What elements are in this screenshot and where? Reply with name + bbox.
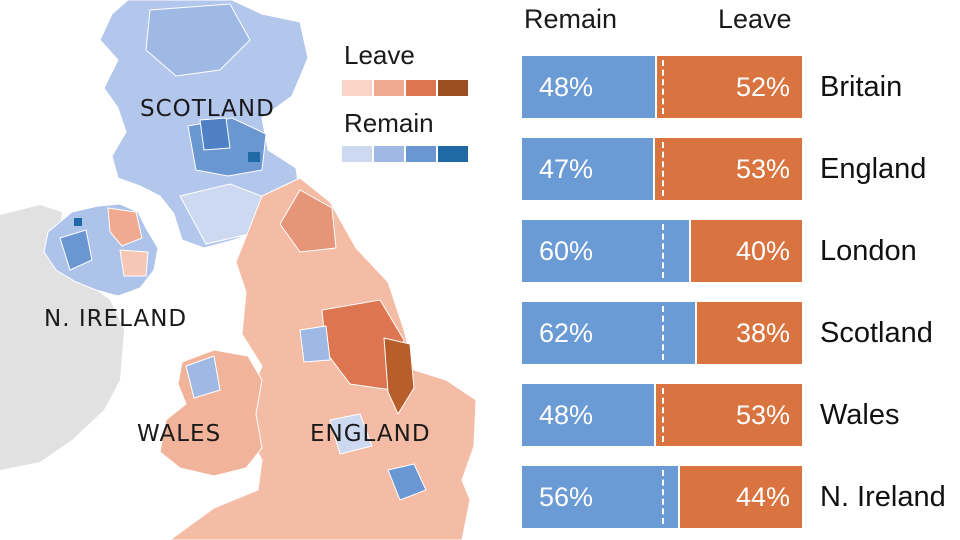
category-label: Britain (820, 71, 903, 103)
england-label: ENGLAND (310, 421, 431, 447)
leave-segment (680, 466, 802, 528)
england-remain-patch (299, 325, 331, 363)
remain-percent-label: 60% (539, 236, 594, 266)
results-bar-chart: Remain Leave 48% 52% Britain 47% 53% England 6… (500, 0, 960, 540)
category-label: Wales (820, 399, 900, 431)
referendum-map-panel: SCOTLAND N. IRELAND WALES ENGLAND Leave … (0, 0, 477, 540)
bar-row: 48% 52% Britain (522, 56, 960, 118)
bar-row: 48% 53% Wales (522, 384, 960, 446)
fifty-percent-line (662, 142, 664, 196)
england-remain-patch-2 (329, 413, 373, 455)
legend-leave-title: Leave (344, 40, 415, 70)
leave-percent-label: 38% (735, 318, 790, 348)
remain-swatch (406, 146, 436, 162)
remain-swatch (438, 146, 468, 162)
remain-segment (522, 466, 678, 528)
legend-remain-title: Remain (344, 108, 434, 138)
leave-segment (655, 138, 802, 200)
remain-segment (522, 56, 655, 118)
remain-swatch (342, 146, 372, 162)
wales-label: WALES (137, 421, 222, 447)
leave-segment (697, 302, 802, 364)
remain-percent-label: 48% (539, 72, 594, 102)
edinburgh-marker (248, 152, 260, 162)
leave-swatch (438, 80, 468, 96)
stacked-bar: 48% 53% (522, 384, 802, 446)
leave-percent-label: 52% (735, 72, 790, 102)
category-label: England (820, 153, 927, 185)
remain-segment (522, 384, 654, 446)
bar-row: 56% 44% N. Ireland (522, 466, 960, 528)
wales-shape (159, 349, 263, 477)
n-ireland-label: N. IRELAND (44, 306, 188, 332)
stacked-bar: 47% 53% (522, 138, 802, 200)
remain-segment (522, 138, 653, 200)
category-label: Scotland (820, 317, 933, 349)
fifty-percent-line (662, 224, 664, 278)
legend-remain-scale (342, 146, 468, 162)
remain-percent-label: 56% (539, 482, 594, 512)
scotland-highlands (145, 3, 251, 77)
leave-segment (656, 384, 802, 446)
n-ireland-remain-patch (59, 229, 93, 271)
remain-segment (522, 302, 695, 364)
stacked-bar: 56% 44% (522, 466, 802, 528)
category-label: N. Ireland (820, 481, 946, 513)
fifty-percent-line (662, 306, 664, 360)
remain-segment (522, 220, 689, 282)
remain-percent-label: 48% (539, 400, 594, 430)
fifty-percent-line (662, 470, 664, 524)
bar-row: 62% 38% Scotland (522, 302, 960, 364)
remain-column-header: Remain (524, 4, 618, 34)
stacked-bar: 60% 40% (522, 220, 802, 282)
leave-percent-label: 40% (735, 236, 790, 266)
leave-swatch (374, 80, 404, 96)
legend-leave-scale (342, 80, 468, 96)
category-label: London (820, 235, 917, 267)
fifty-percent-line (662, 60, 664, 114)
lincolnshire-strong-leave (383, 337, 415, 416)
leave-percent-label: 44% (735, 482, 790, 512)
leave-column-header: Leave (718, 4, 792, 34)
bar-row: 47% 53% England (522, 138, 960, 200)
remain-swatch (374, 146, 404, 162)
n-ireland-leave-patch (107, 207, 143, 247)
stacked-bar: 48% 52% (522, 56, 802, 118)
leave-swatch (342, 80, 372, 96)
n-ireland-leave-patch-2 (119, 249, 149, 277)
scotland-label: SCOTLAND (140, 96, 275, 122)
leave-segment (691, 220, 802, 282)
leave-segment (657, 56, 802, 118)
remain-percent-label: 62% (539, 318, 594, 348)
bar-row: 60% 40% London (522, 220, 960, 282)
ireland-landmass (0, 205, 124, 470)
wales-remain-patch (185, 355, 221, 399)
fifty-percent-line (662, 388, 664, 442)
leave-percent-label: 53% (735, 400, 790, 430)
leave-swatch (406, 80, 436, 96)
n-ireland-dark-remain (74, 218, 82, 226)
stacked-bar: 62% 38% (522, 302, 802, 364)
remain-percent-label: 47% (539, 154, 594, 184)
uk-results-map (0, 0, 477, 540)
scotland-central-dark (199, 117, 231, 151)
england-northeast-leave (279, 189, 337, 253)
leave-percent-label: 53% (735, 154, 790, 184)
london-remain (387, 463, 427, 501)
